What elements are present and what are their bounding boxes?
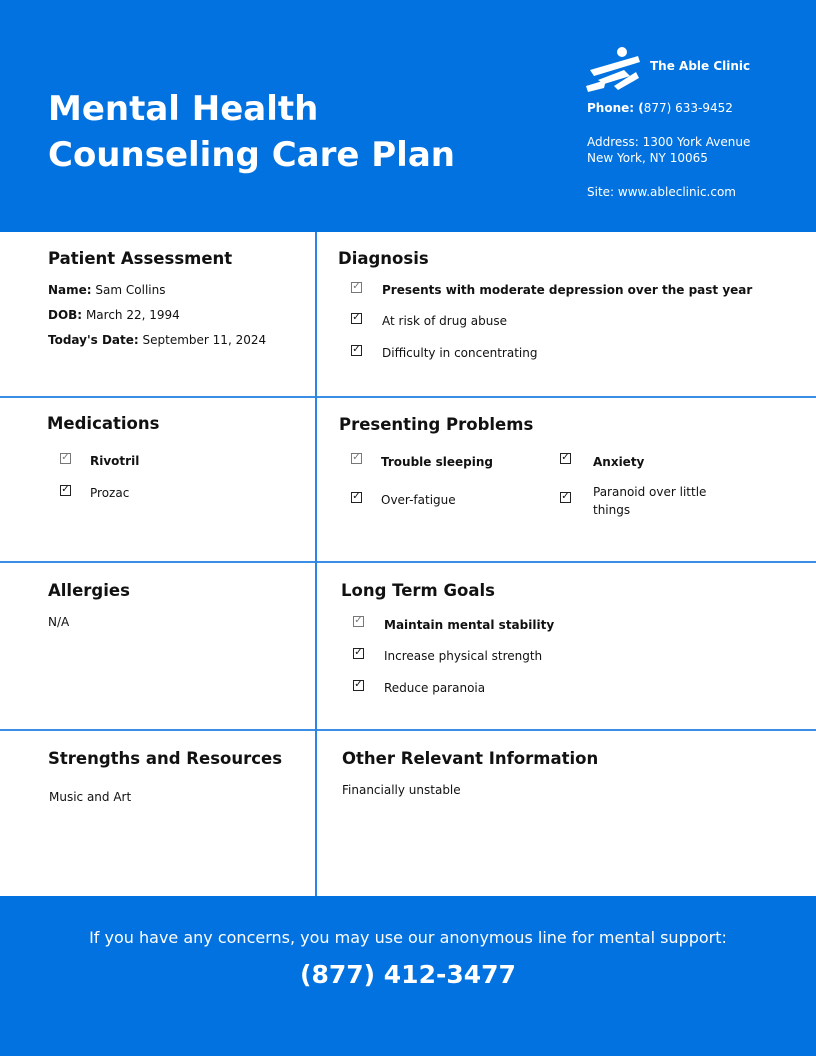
checkbox-icon: ✓	[351, 312, 362, 324]
checkbox-icon: ✓	[560, 452, 571, 464]
goal-item: Maintain mental stability	[384, 618, 555, 632]
clinic-logo-icon	[586, 47, 640, 92]
address-line-1: Address: 1300 York Avenue	[587, 135, 751, 149]
diagnosis-heading: Diagnosis	[338, 249, 429, 268]
address-line-2: New York, NY 10065	[587, 151, 708, 165]
problem-item: Paranoid over little things	[593, 485, 707, 517]
checkbox-icon: ✓	[351, 491, 362, 503]
todays-date: Today's Date: September 11, 2024	[48, 333, 266, 347]
phone-value: 877) 633-9452	[643, 101, 733, 115]
page-title: Mental Health Counseling Care Plan	[48, 86, 468, 178]
goal-item: Increase physical strength	[384, 649, 543, 663]
allergies-heading: Allergies	[48, 581, 130, 600]
title-line-2: Counseling Care Plan	[48, 135, 455, 175]
footer-note: If you have any concerns, you may use ou…	[89, 928, 727, 947]
divider	[0, 561, 816, 563]
title-line-1: Mental Health	[48, 89, 319, 129]
strengths-text: Music and Art	[49, 790, 132, 804]
clinic-address: Address: 1300 York Avenue New York, NY 10…	[587, 134, 750, 166]
medication-item: Prozac	[90, 486, 130, 500]
divider	[0, 729, 816, 731]
dob-label: DOB:	[48, 308, 83, 322]
problem-item: Trouble sleeping	[381, 455, 493, 469]
phone-label: Phone: (	[587, 101, 644, 115]
divider	[315, 232, 317, 896]
goal-item: Reduce paranoia	[384, 681, 486, 695]
checkbox-icon: ✓	[353, 679, 364, 691]
other-info-text: Financially unstable	[342, 783, 461, 797]
clinic-site: Site: www.ableclinic.com	[587, 185, 736, 199]
divider	[0, 396, 816, 398]
allergies-text: N/A	[48, 615, 70, 629]
diagnosis-item: Difficulty in concentrating	[382, 346, 538, 360]
checkbox-icon: ✓	[60, 452, 71, 464]
long-term-goals-heading: Long Term Goals	[341, 581, 495, 600]
patient-name: Name: Sam Collins	[48, 283, 165, 297]
checkbox-icon: ✓	[560, 491, 571, 503]
dob-value: March 22, 1994	[85, 308, 180, 322]
clinic-name: The Able Clinic	[650, 59, 751, 73]
clinic-phone: Phone: (877) 633-9452	[587, 100, 733, 116]
header: Mental Health Counseling Care Plan The Ab…	[0, 0, 816, 232]
footer: If you have any concerns, you may use ou…	[0, 896, 816, 1056]
patient-dob: DOB: March 22, 1994	[48, 308, 180, 322]
diagnosis-item: At risk of drug abuse	[382, 314, 507, 328]
name-label: Name:	[48, 283, 92, 297]
date-value: September 11, 2024	[142, 333, 267, 347]
checkbox-icon: ✓	[351, 281, 362, 293]
medications-heading: Medications	[47, 414, 160, 433]
checkbox-icon: ✓	[60, 484, 71, 496]
medication-item: Rivotril	[90, 454, 140, 468]
problem-item: Anxiety	[593, 455, 645, 469]
checkbox-icon: ✓	[351, 344, 362, 356]
date-label: Today's Date:	[48, 333, 139, 347]
diagnosis-item: Presents with moderate depression over t…	[382, 283, 753, 297]
patient-assessment-heading: Patient Assessment	[48, 249, 233, 268]
strengths-heading: Strengths and Resources	[48, 749, 283, 768]
support-phone: (877) 412-3477	[300, 960, 516, 989]
name-value: Sam Collins	[95, 283, 166, 297]
checkbox-icon: ✓	[351, 452, 362, 464]
presenting-problems-heading: Presenting Problems	[339, 415, 534, 434]
other-info-heading: Other Relevant Information	[342, 749, 599, 768]
checkbox-icon: ✓	[353, 615, 364, 627]
problem-item: Over-fatigue	[381, 493, 456, 507]
checkbox-icon: ✓	[353, 647, 364, 659]
